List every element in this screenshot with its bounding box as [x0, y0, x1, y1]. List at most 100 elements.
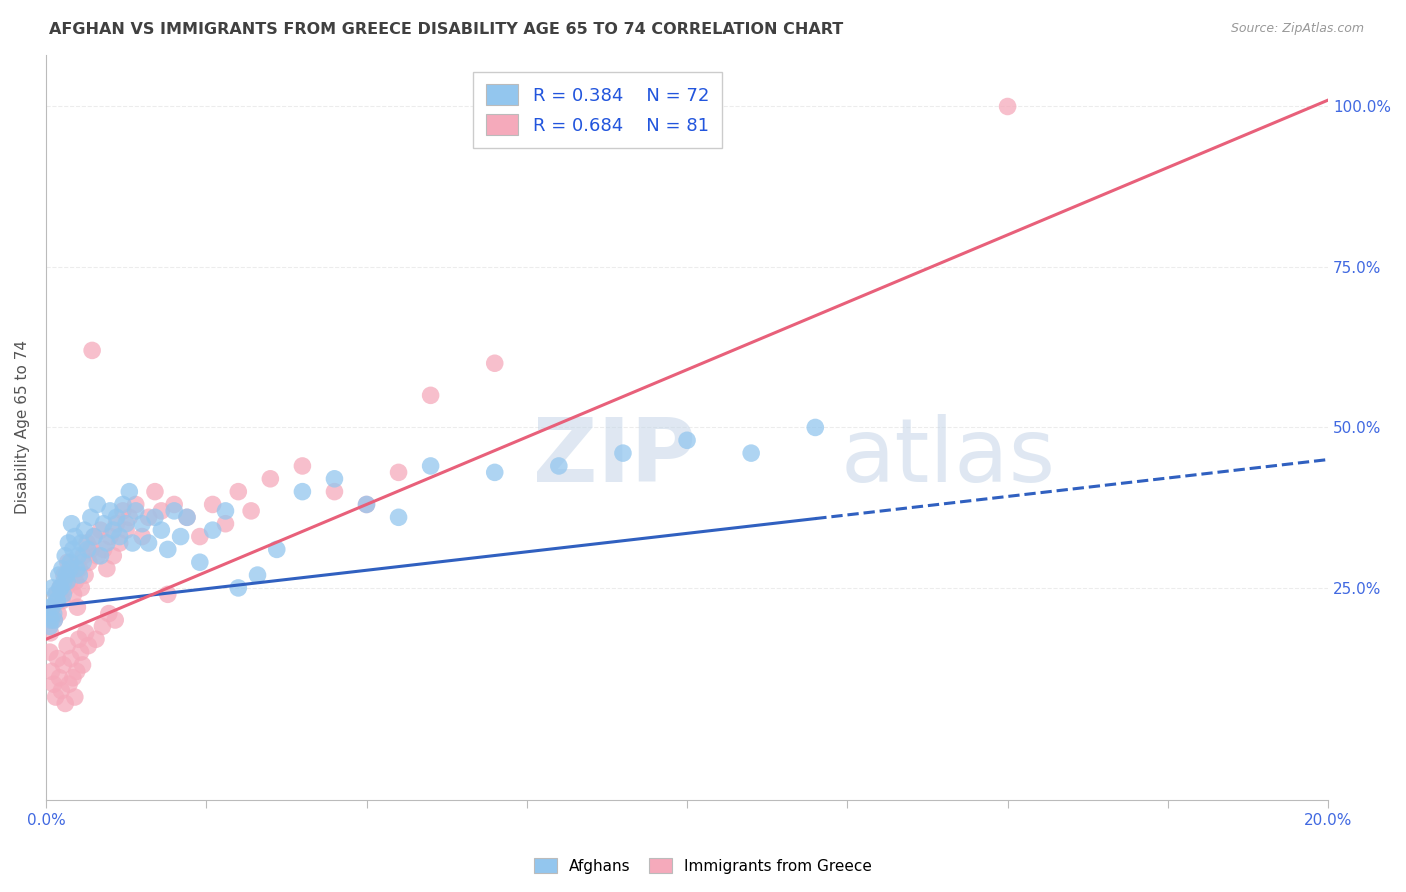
- Point: [105, 510, 128, 524]
- Point: [60, 516, 83, 531]
- Point: [56, 639, 79, 653]
- Point: [547, 458, 569, 473]
- Point: [65, 574, 87, 589]
- Point: [111, 498, 134, 512]
- Point: [49, 581, 72, 595]
- Point: [52, 657, 75, 672]
- Point: [59, 555, 82, 569]
- Point: [42, 677, 65, 691]
- Point: [46, 593, 69, 607]
- Point: [84, 632, 107, 647]
- Point: [115, 523, 138, 537]
- Point: [39, 613, 62, 627]
- Point: [44, 613, 66, 627]
- Point: [93, 516, 115, 531]
- Point: [111, 504, 134, 518]
- Point: [214, 504, 236, 518]
- Point: [51, 683, 73, 698]
- Point: [214, 516, 236, 531]
- Point: [58, 677, 80, 691]
- Point: [59, 574, 82, 589]
- Point: [103, 549, 125, 563]
- Point: [72, 549, 94, 563]
- Point: [226, 581, 249, 595]
- Point: [59, 651, 82, 665]
- Point: [42, 607, 65, 621]
- Point: [41, 581, 63, 595]
- Point: [163, 504, 186, 518]
- Point: [201, 523, 224, 537]
- Point: [118, 484, 141, 499]
- Point: [323, 472, 346, 486]
- Point: [44, 613, 66, 627]
- Point: [104, 613, 127, 627]
- Point: [115, 516, 138, 531]
- Point: [143, 484, 166, 499]
- Point: [67, 562, 90, 576]
- Point: [67, 568, 90, 582]
- Point: [49, 581, 72, 595]
- Point: [91, 619, 114, 633]
- Point: [41, 600, 63, 615]
- Point: [98, 504, 121, 518]
- Point: [676, 434, 699, 448]
- Point: [188, 530, 211, 544]
- Point: [612, 446, 634, 460]
- Point: [82, 343, 104, 358]
- Point: [66, 600, 89, 615]
- Point: [70, 536, 93, 550]
- Point: [55, 581, 77, 595]
- Legend: R = 0.384    N = 72, R = 0.684    N = 81: R = 0.384 N = 72, R = 0.684 N = 81: [472, 71, 721, 148]
- Point: [59, 562, 82, 576]
- Point: [75, 568, 97, 582]
- Point: [56, 574, 79, 589]
- Point: [62, 542, 84, 557]
- Point: [80, 510, 103, 524]
- Point: [52, 587, 75, 601]
- Text: atlas: atlas: [841, 414, 1056, 500]
- Point: [804, 420, 827, 434]
- Point: [108, 530, 131, 544]
- Point: [419, 388, 441, 402]
- Point: [89, 549, 111, 563]
- Point: [45, 587, 67, 601]
- Point: [41, 665, 63, 679]
- Point: [291, 484, 314, 499]
- Point: [51, 562, 73, 576]
- Point: [77, 639, 100, 653]
- Point: [240, 504, 263, 518]
- Point: [75, 625, 97, 640]
- Point: [38, 600, 60, 615]
- Point: [83, 530, 105, 544]
- Point: [46, 651, 69, 665]
- Point: [131, 516, 153, 531]
- Point: [131, 530, 153, 544]
- Point: [72, 657, 94, 672]
- Point: [45, 593, 67, 607]
- Point: [125, 504, 148, 518]
- Point: [176, 510, 198, 524]
- Point: [38, 619, 60, 633]
- Y-axis label: Disability Age 65 to 74: Disability Age 65 to 74: [15, 341, 30, 515]
- Point: [49, 581, 72, 595]
- Point: [45, 587, 67, 601]
- Point: [93, 542, 115, 557]
- Point: [118, 510, 141, 524]
- Point: [70, 581, 93, 595]
- Point: [121, 536, 143, 550]
- Point: [156, 542, 179, 557]
- Point: [66, 549, 89, 563]
- Point: [63, 690, 86, 704]
- Point: [89, 523, 111, 537]
- Point: [997, 99, 1019, 113]
- Point: [266, 542, 288, 557]
- Point: [103, 523, 125, 537]
- Point: [66, 665, 89, 679]
- Point: [38, 613, 60, 627]
- Legend: Afghans, Immigrants from Greece: Afghans, Immigrants from Greece: [527, 852, 879, 880]
- Text: Source: ZipAtlas.com: Source: ZipAtlas.com: [1230, 22, 1364, 36]
- Point: [740, 446, 762, 460]
- Point: [125, 498, 148, 512]
- Point: [188, 555, 211, 569]
- Point: [259, 472, 281, 486]
